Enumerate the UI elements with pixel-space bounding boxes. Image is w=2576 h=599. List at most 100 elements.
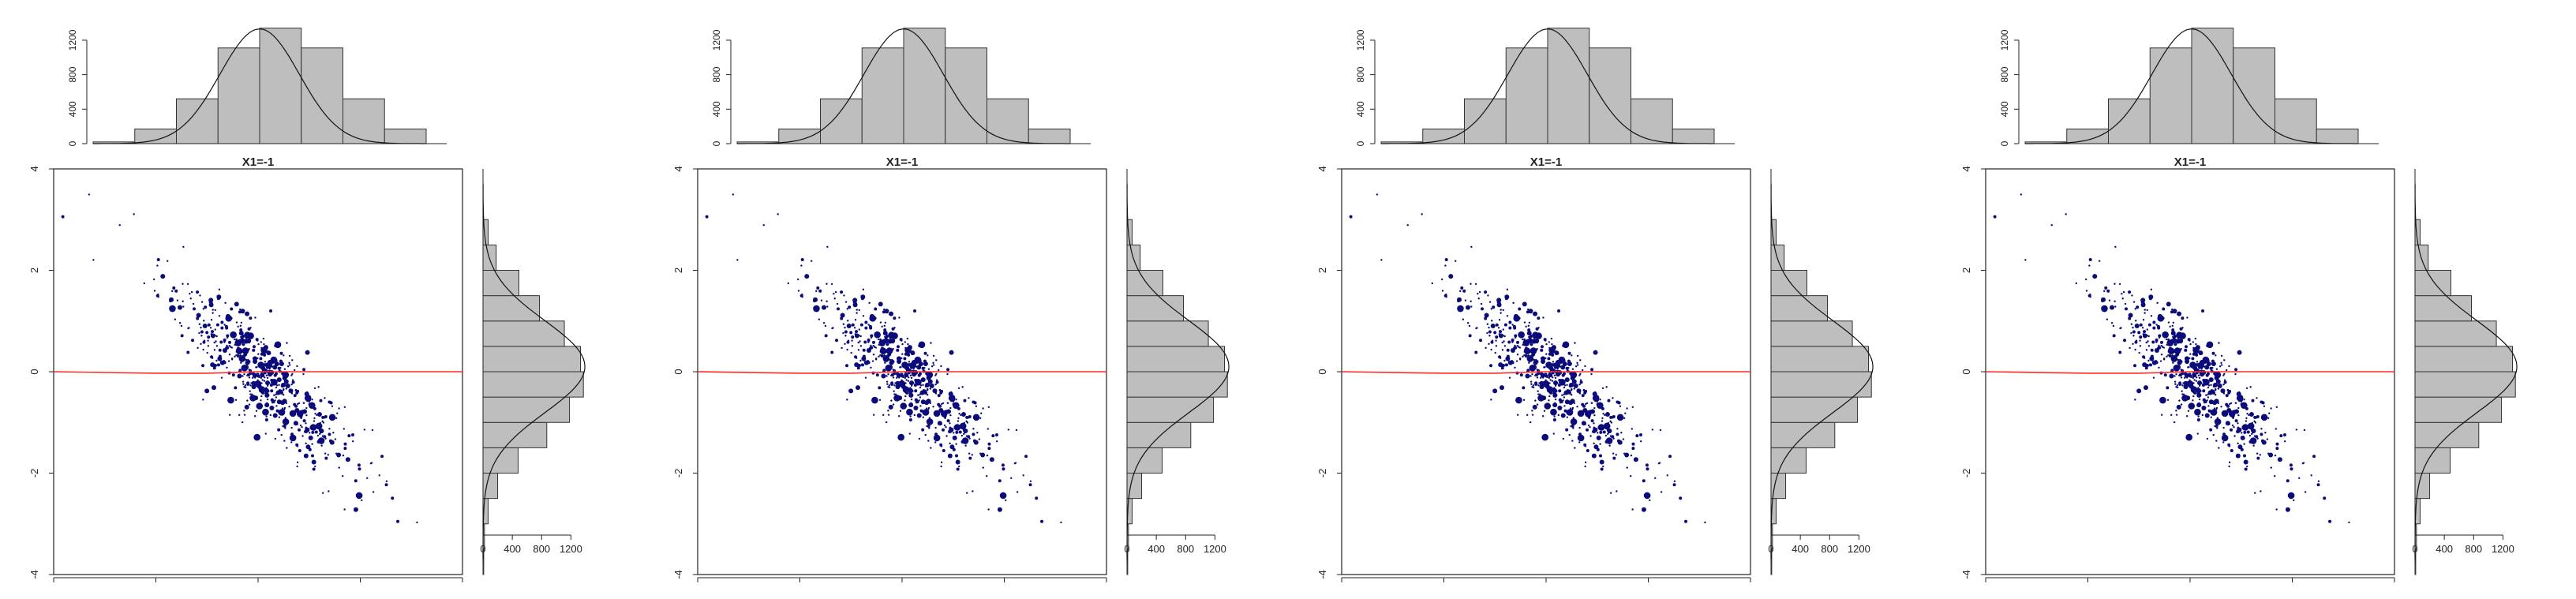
scatter-point — [862, 288, 865, 291]
scatter-point — [2160, 340, 2164, 344]
scatter-point — [189, 292, 191, 295]
histogram-bar — [1770, 421, 1836, 448]
scatter-point — [256, 402, 264, 410]
scatter-point — [396, 519, 400, 523]
scatter-point — [2275, 442, 2279, 446]
scatter-point — [2167, 321, 2170, 324]
scatter-point — [1629, 475, 1632, 477]
scatter-point — [1490, 324, 1496, 329]
scatter-point — [2189, 343, 2192, 346]
scatter-point — [378, 474, 380, 477]
scatter-point — [251, 384, 256, 390]
scatter-point — [216, 363, 220, 367]
scatter-point — [1552, 376, 1554, 379]
scatter-point — [1563, 409, 1567, 413]
scatter-point — [2222, 383, 2225, 386]
scatter-point — [182, 245, 185, 249]
scatter-point — [986, 454, 989, 457]
scatter-point — [2122, 290, 2125, 294]
histogram-bar — [1505, 47, 1548, 144]
scatter-point — [2263, 405, 2266, 407]
scatter-point — [234, 338, 236, 341]
scatter-point — [2136, 305, 2140, 309]
scatter-point — [2170, 369, 2174, 373]
scatter-point — [279, 391, 283, 395]
density-curve — [1126, 184, 1230, 560]
scatter-point — [1612, 397, 1614, 399]
scatter-point — [851, 335, 855, 339]
scatter-point — [174, 289, 178, 293]
scatter-point — [242, 334, 245, 337]
scatter-point — [946, 402, 949, 404]
scatter-point — [2176, 404, 2181, 410]
scatter-point — [335, 417, 338, 420]
scatter-point — [1500, 312, 1502, 314]
histogram-bar — [482, 447, 519, 474]
scatter-point — [1490, 308, 1492, 310]
scatter-point — [2147, 335, 2150, 338]
scatter-point — [822, 305, 827, 310]
top-hist-y-tick-label: 800 — [1355, 66, 1366, 82]
scatter-point — [1522, 355, 1524, 358]
histogram-bar — [2414, 270, 2451, 297]
scatter-point — [283, 406, 286, 410]
scatter-point — [1581, 394, 1585, 398]
scatter-point — [2220, 388, 2226, 394]
scatter-point — [274, 437, 277, 440]
scatter-point — [281, 372, 285, 376]
scatter-point — [2162, 307, 2166, 311]
scatter-point — [239, 328, 243, 332]
scatter-point — [1503, 359, 1506, 362]
scatter-point — [2152, 376, 2155, 379]
scatter-point — [932, 364, 935, 366]
scatter-point — [2186, 376, 2188, 379]
scatter-point — [900, 373, 904, 376]
scatter-point — [1543, 410, 1546, 412]
scatter-point — [1624, 452, 1630, 458]
scatter-point — [329, 440, 335, 445]
scatter-point — [220, 376, 223, 379]
scatter-point — [840, 313, 845, 318]
scatter-point — [887, 414, 890, 416]
scatter-point — [1525, 325, 1527, 328]
scatter-point — [2156, 301, 2159, 305]
right-hist-x-tick-label: 400 — [1148, 543, 1165, 555]
scatter-point — [2295, 429, 2298, 431]
scatter-point — [284, 417, 287, 419]
scatter-point — [321, 415, 325, 419]
scatter-point — [2110, 305, 2115, 310]
scatter-point — [1536, 403, 1539, 406]
scatter-point — [2120, 327, 2122, 329]
scatter-point — [1537, 393, 1540, 395]
scatter-point — [2213, 372, 2217, 376]
scatter-point — [2192, 341, 2195, 343]
scatter-point — [274, 341, 282, 349]
scatter-point — [888, 331, 895, 339]
scatter-point — [281, 407, 284, 410]
scatter-point — [1478, 290, 1481, 294]
scatter-point — [1593, 444, 1599, 450]
scatter-point — [1556, 367, 1559, 370]
scatter-point — [1593, 442, 1595, 445]
scatter-point — [2227, 410, 2230, 412]
scatter-point — [176, 299, 179, 301]
scatter-point — [1617, 401, 1621, 405]
scatter-point — [2237, 406, 2240, 410]
scatter-point — [1529, 358, 1531, 361]
scatter-point — [324, 397, 326, 399]
scatter-point — [822, 322, 826, 324]
scatter-point — [938, 404, 942, 408]
scatter-point — [251, 372, 255, 376]
scatter-point — [2139, 335, 2143, 339]
scatter-point — [1526, 344, 1529, 346]
scatter-point — [979, 417, 982, 420]
scatter-point — [1579, 380, 1583, 384]
scatter-point — [1035, 496, 1039, 500]
scatter-point — [832, 327, 834, 329]
scatter-point — [2223, 380, 2227, 384]
scatter-point — [947, 453, 953, 459]
scatter-point — [1506, 348, 1510, 352]
scatter-point — [305, 406, 308, 410]
scatter-point — [317, 386, 320, 388]
